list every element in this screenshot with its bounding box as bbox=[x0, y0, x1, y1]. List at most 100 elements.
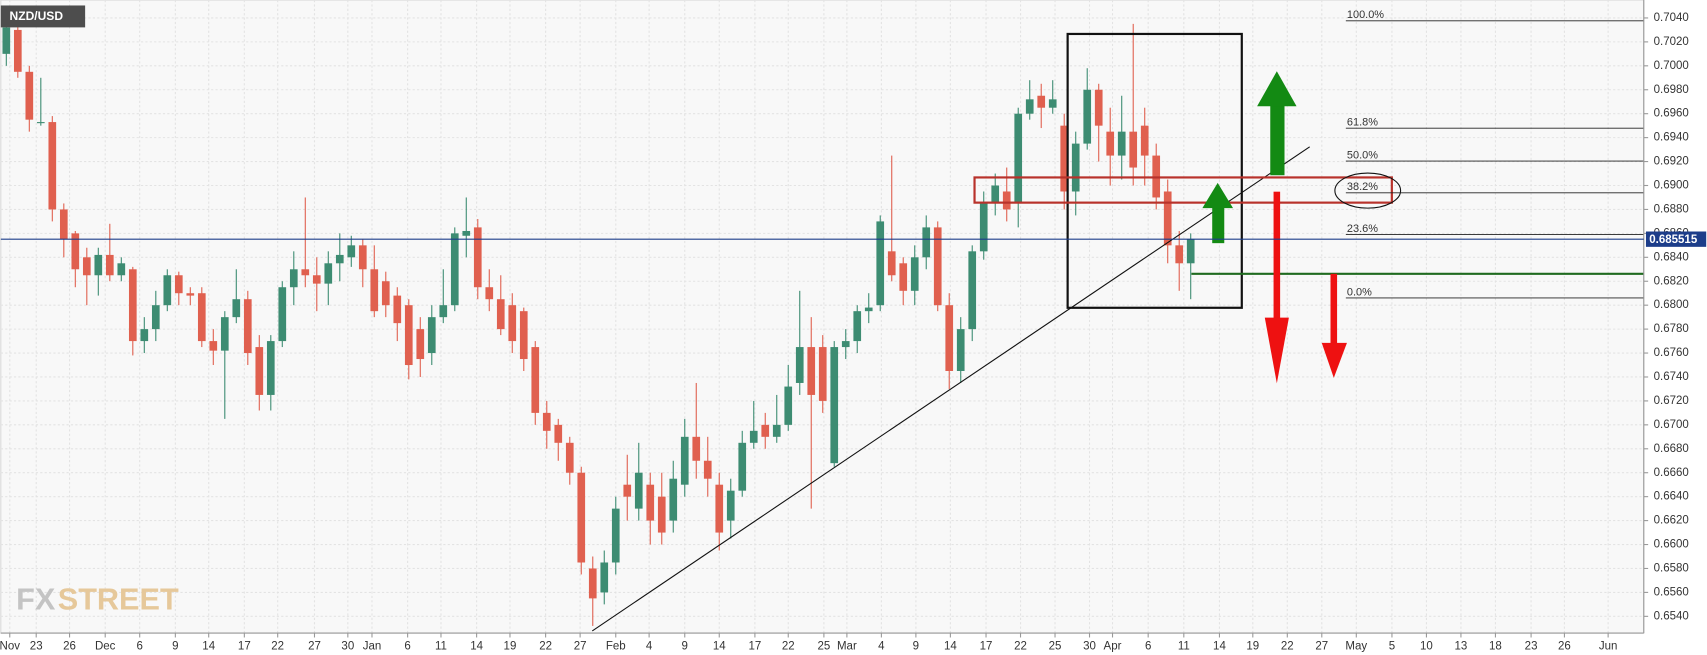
candle-body bbox=[922, 227, 931, 258]
arrow-down bbox=[1273, 191, 1281, 319]
candle-body bbox=[956, 329, 965, 372]
title-box bbox=[0, 5, 86, 28]
x-tick-label: 27 bbox=[574, 640, 587, 652]
candle-body bbox=[485, 287, 494, 300]
x-tick-label: 22 bbox=[271, 640, 284, 652]
x-tick-label: 11 bbox=[1178, 640, 1190, 652]
x-tick-label: 6 bbox=[1145, 640, 1151, 652]
candle-body bbox=[140, 329, 149, 342]
fib-label: 0.0% bbox=[1347, 286, 1372, 298]
grid bbox=[0, 0, 1644, 634]
candle-body bbox=[117, 263, 126, 276]
watermark-street: STREET bbox=[58, 582, 179, 616]
chart-title: NZD/USD bbox=[10, 9, 64, 23]
candle-body bbox=[2, 27, 11, 54]
y-tick-label: 0.6700 bbox=[1654, 419, 1689, 431]
arrow-up bbox=[1270, 105, 1285, 176]
watermark-fx: FX bbox=[16, 582, 56, 616]
candle-body bbox=[761, 424, 770, 437]
candle-body bbox=[324, 263, 333, 284]
candle-body bbox=[979, 203, 988, 252]
y-tick-label: 0.6580 bbox=[1654, 562, 1689, 574]
candle-body bbox=[669, 478, 678, 521]
candle-body bbox=[370, 269, 379, 312]
y-tick-label: 0.7020 bbox=[1654, 36, 1689, 48]
fib-label: 50.0% bbox=[1347, 149, 1378, 161]
current-price-box bbox=[1645, 231, 1707, 247]
candle-body bbox=[841, 341, 850, 348]
candle-body bbox=[186, 293, 195, 296]
box bbox=[1066, 32, 1243, 309]
candle-body bbox=[220, 317, 229, 351]
y-tick-label: 0.6740 bbox=[1654, 371, 1689, 383]
candle-body bbox=[255, 347, 264, 395]
candle-body bbox=[1186, 239, 1195, 264]
y-tick-label: 0.6960 bbox=[1654, 108, 1689, 120]
candle-body bbox=[1163, 191, 1172, 246]
candle-body bbox=[738, 442, 747, 491]
y-tick-label: 0.6600 bbox=[1654, 539, 1689, 551]
x-tick-label: 10 bbox=[1420, 640, 1433, 652]
candle-body bbox=[588, 568, 597, 599]
x-tick-label: 9 bbox=[913, 640, 919, 652]
candle-body bbox=[393, 295, 402, 324]
candle-body bbox=[945, 305, 954, 372]
candle-body bbox=[784, 386, 793, 425]
fib-label: 38.2% bbox=[1347, 181, 1378, 193]
candle-body bbox=[209, 341, 218, 351]
x-tick-label: 17 bbox=[980, 640, 993, 652]
candle-body bbox=[542, 412, 551, 431]
x-tick-label: 18 bbox=[1489, 640, 1502, 652]
fib-label: 23.6% bbox=[1347, 223, 1378, 235]
candle-body bbox=[726, 490, 735, 521]
candle-body bbox=[25, 71, 34, 120]
candle-body bbox=[174, 275, 183, 294]
candle-body bbox=[577, 472, 586, 563]
candle-body bbox=[232, 299, 241, 318]
candle-body bbox=[634, 472, 643, 509]
candle-body bbox=[48, 122, 57, 210]
y-tick-label: 0.7040 bbox=[1654, 12, 1689, 24]
x-tick-label: Jan bbox=[363, 640, 382, 652]
x-tick-label: 17 bbox=[238, 640, 251, 652]
y-tick-label: 0.6980 bbox=[1654, 84, 1689, 96]
candle-body bbox=[611, 508, 620, 563]
candle-body bbox=[128, 269, 137, 342]
x-tick-label: 13 bbox=[1455, 640, 1468, 652]
candle-body bbox=[554, 424, 563, 443]
candle-body bbox=[94, 254, 103, 276]
y-tick-label: 0.6720 bbox=[1654, 395, 1689, 407]
x-tick-label: 22 bbox=[1014, 640, 1027, 652]
x-tick-label: Mar bbox=[837, 640, 857, 652]
x-tick-label: 30 bbox=[1083, 640, 1096, 652]
candle-body bbox=[462, 230, 471, 236]
candle-body bbox=[1094, 89, 1103, 126]
y-tick-label: 0.6880 bbox=[1654, 203, 1689, 215]
y-tick-label: 0.6800 bbox=[1654, 299, 1689, 311]
y-tick-label: 0.6620 bbox=[1654, 515, 1689, 527]
candle-body bbox=[416, 329, 425, 360]
candle-body bbox=[749, 430, 758, 443]
candle-body bbox=[508, 305, 517, 342]
x-tick-label: 14 bbox=[1213, 640, 1226, 652]
candle-body bbox=[1129, 131, 1138, 168]
x-tick-label: May bbox=[1345, 640, 1367, 652]
candle-body bbox=[623, 484, 632, 497]
candle-body bbox=[105, 254, 114, 276]
candle-body bbox=[795, 347, 804, 383]
candle-body bbox=[1071, 143, 1080, 192]
x-tick-label: Nov bbox=[0, 640, 20, 652]
arrow-up-head bbox=[1202, 182, 1234, 209]
candle-body bbox=[312, 275, 321, 284]
candle-body bbox=[59, 209, 68, 240]
x-tick-label: 26 bbox=[63, 640, 76, 652]
ellipse bbox=[1334, 172, 1402, 209]
candle-body bbox=[496, 299, 505, 330]
x-tick-label: 14 bbox=[470, 640, 483, 652]
zone bbox=[973, 176, 1393, 204]
x-tick-label: 27 bbox=[308, 640, 321, 652]
candle-body bbox=[439, 305, 448, 318]
candle-body bbox=[646, 484, 655, 521]
candle-body bbox=[358, 245, 367, 270]
y-tick-label: 0.6640 bbox=[1654, 491, 1689, 503]
